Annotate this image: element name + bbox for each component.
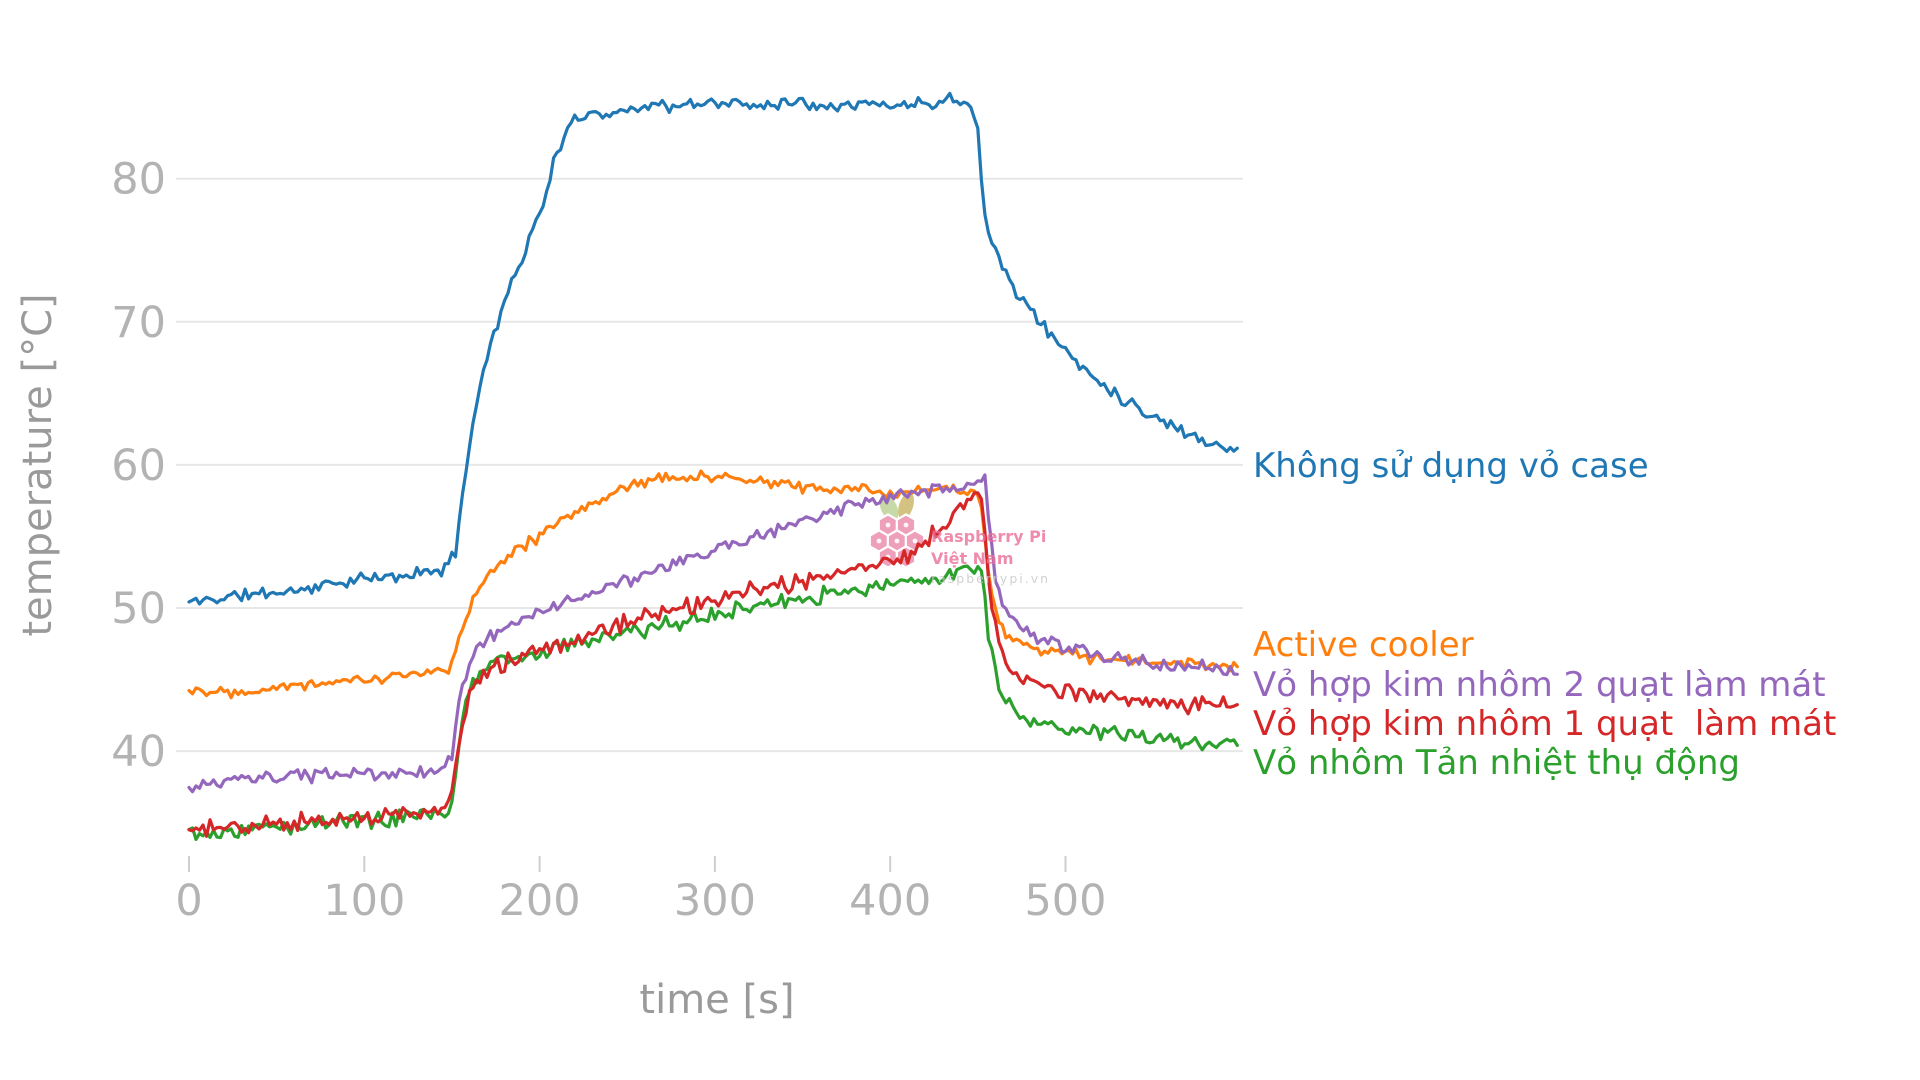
watermark-brand-line1: Raspberry Pi: [931, 527, 1047, 546]
legend-label-alloy-1-fan: Vỏ hợp kim nhôm 1 quạt làm mát: [1253, 704, 1837, 744]
x-axis-title: time [s]: [639, 977, 795, 1023]
y-tick-label-40: 40: [111, 727, 166, 777]
y-axis-title: temperature [°C]: [15, 293, 61, 637]
y-tick-label-70: 70: [111, 298, 166, 348]
watermark-brand-line2: Việt Nam: [931, 549, 1014, 568]
y-tick-label-80: 80: [111, 155, 166, 205]
legend-label-passive-heatsink: Vỏ nhôm Tản nhiệt thụ động: [1253, 743, 1741, 783]
x-tick-label-500: 500: [1024, 876, 1106, 926]
series-line-0: [187, 91, 1239, 606]
legend-label-active-cooler: Active cooler: [1253, 625, 1474, 665]
legend-label-alloy-2-fans: Vỏ hợp kim nhôm 2 quạt làm mát: [1253, 665, 1826, 705]
x-tick-label-200: 200: [499, 876, 581, 926]
watermark-url: raspberrypi.vn: [931, 571, 1051, 586]
y-tick-label-60: 60: [111, 441, 166, 491]
x-tick-label-0: 0: [175, 876, 202, 926]
x-tick-label-100: 100: [323, 876, 405, 926]
legend-label-no-case: Không sử dụng vỏ case: [1253, 446, 1649, 486]
x-tick-label-400: 400: [849, 876, 931, 926]
y-tick-label-50: 50: [111, 584, 166, 634]
x-tick-label-300: 300: [674, 876, 756, 926]
grid-layer: 40 50 60 70 80 0 100 200 300 400 500: [111, 155, 1243, 926]
series-layer: [187, 91, 1239, 841]
series-line-3: [187, 491, 1239, 838]
series-line-2: [187, 473, 1239, 794]
